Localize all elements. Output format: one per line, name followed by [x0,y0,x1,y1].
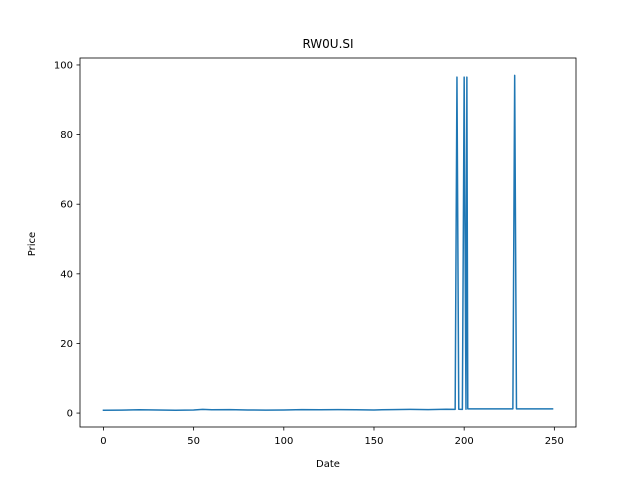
x-tick-label: 250 [545,436,564,447]
x-tick-label: 200 [455,436,474,447]
x-tick-label: 50 [187,436,200,447]
y-tick-label: 40 [60,269,73,280]
y-axis-label: Price [27,232,38,256]
x-tick-label: 150 [364,436,383,447]
y-tick-label: 80 [60,130,73,141]
y-tick-label: 0 [67,409,73,420]
x-axis-label: Date [316,459,340,470]
y-axis-ticks: 0 20 40 60 80 100 [54,60,80,420]
series-line-0 [102,74,554,412]
y-tick-label: 20 [60,339,73,350]
plot-area [79,57,577,428]
chart-title: RW0U.SI [302,37,353,51]
y-tick-label: 60 [60,200,73,211]
x-tick-label: 100 [274,436,293,447]
x-axis-ticks: 0 50 100 150 200 250 [100,427,564,447]
y-tick-label: 100 [54,60,73,71]
axes-frame [79,57,577,428]
x-tick-label: 0 [100,436,106,447]
